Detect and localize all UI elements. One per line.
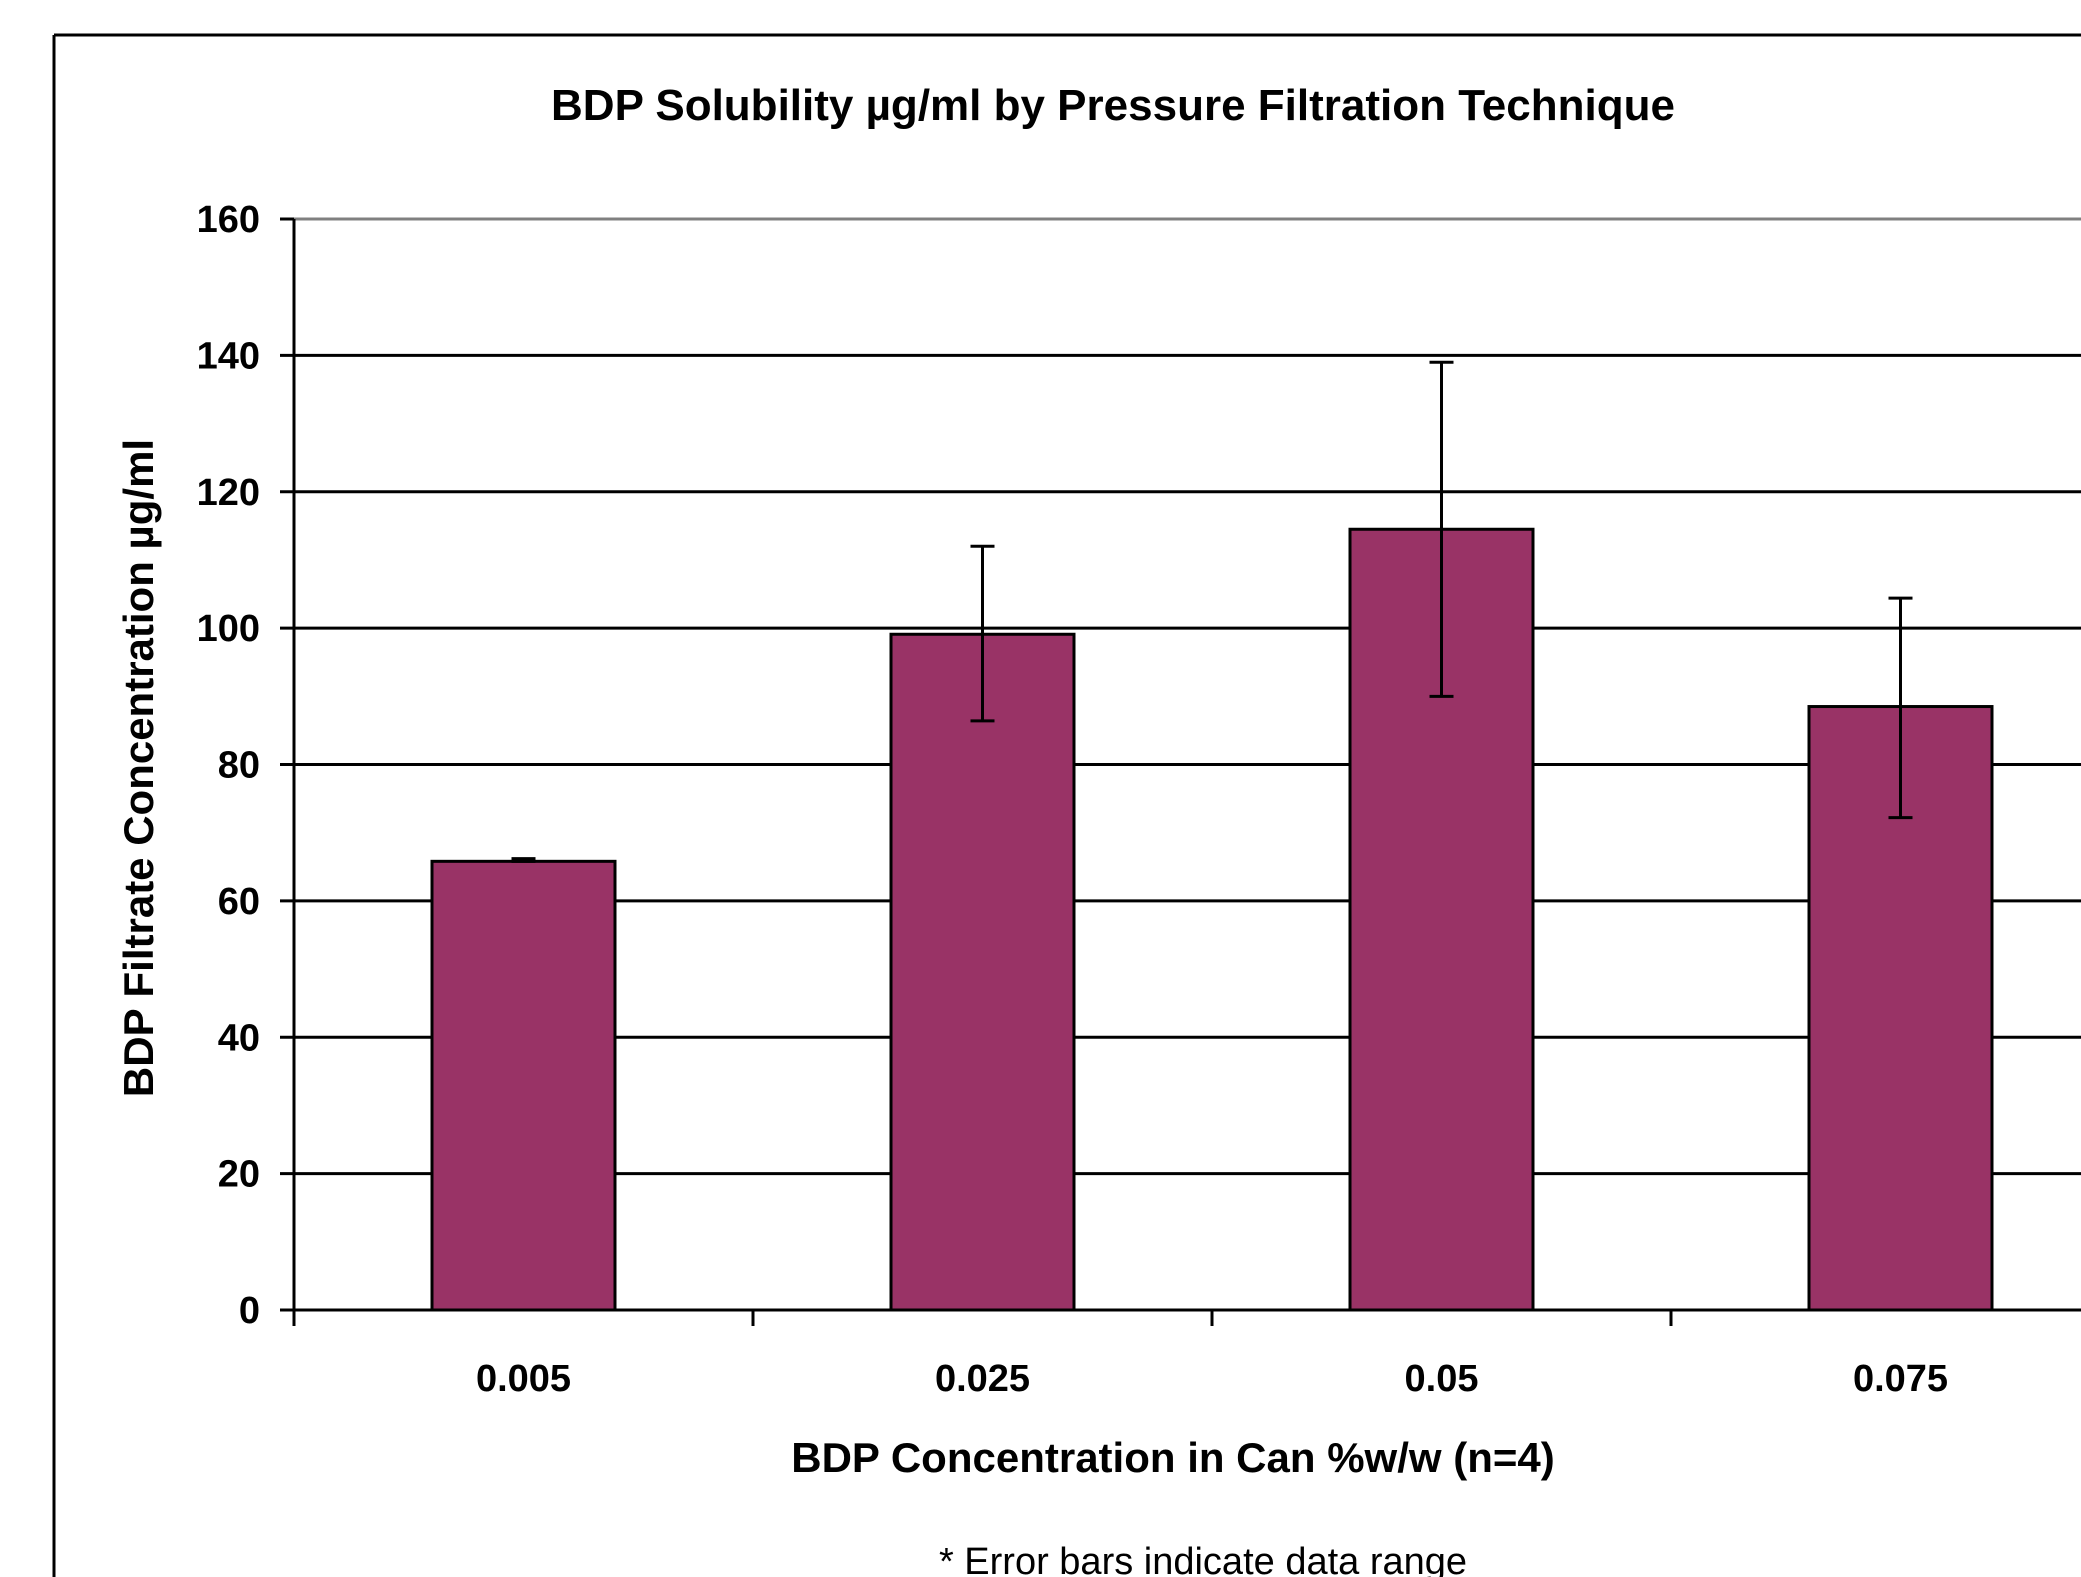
y-tick-label: 0 [239, 1290, 260, 1332]
x-axis-label: BDP Concentration in Can %w/w (n=4) [791, 1434, 1554, 1481]
y-tick-label: 100 [197, 608, 260, 650]
y-tick-label: 20 [218, 1154, 260, 1196]
error-bar-footnote: * Error bars indicate data range [939, 1541, 1467, 1577]
y-axis-ticks: 0 20 40 60 80 100 120 140 160 [197, 199, 294, 1332]
x-tick-label: 0.05 [1405, 1358, 1479, 1400]
x-tick-label: 0.075 [1853, 1358, 1948, 1400]
y-tick-label: 40 [218, 1017, 260, 1059]
x-tick-label: 0.025 [935, 1358, 1030, 1400]
y-tick-label: 120 [197, 472, 260, 514]
x-tick-label: 0.005 [476, 1358, 571, 1400]
error-bars [511, 360, 1913, 863]
bar-0.025 [889, 632, 1076, 1312]
chart-title: BDP Solubility µg/ml by Pressure Filtrat… [551, 81, 1675, 130]
y-tick-label: 80 [218, 745, 260, 787]
y-tick-label: 160 [197, 199, 260, 241]
bar-0.005 [430, 859, 617, 1312]
y-tick-label: 140 [197, 335, 260, 377]
y-axis-label: BDP Filtrate Concentration µg/ml [115, 439, 162, 1097]
y-tick-label: 60 [218, 881, 260, 923]
x-axis-ticks: 0.005 0.025 0.05 0.075 [476, 1310, 1948, 1400]
